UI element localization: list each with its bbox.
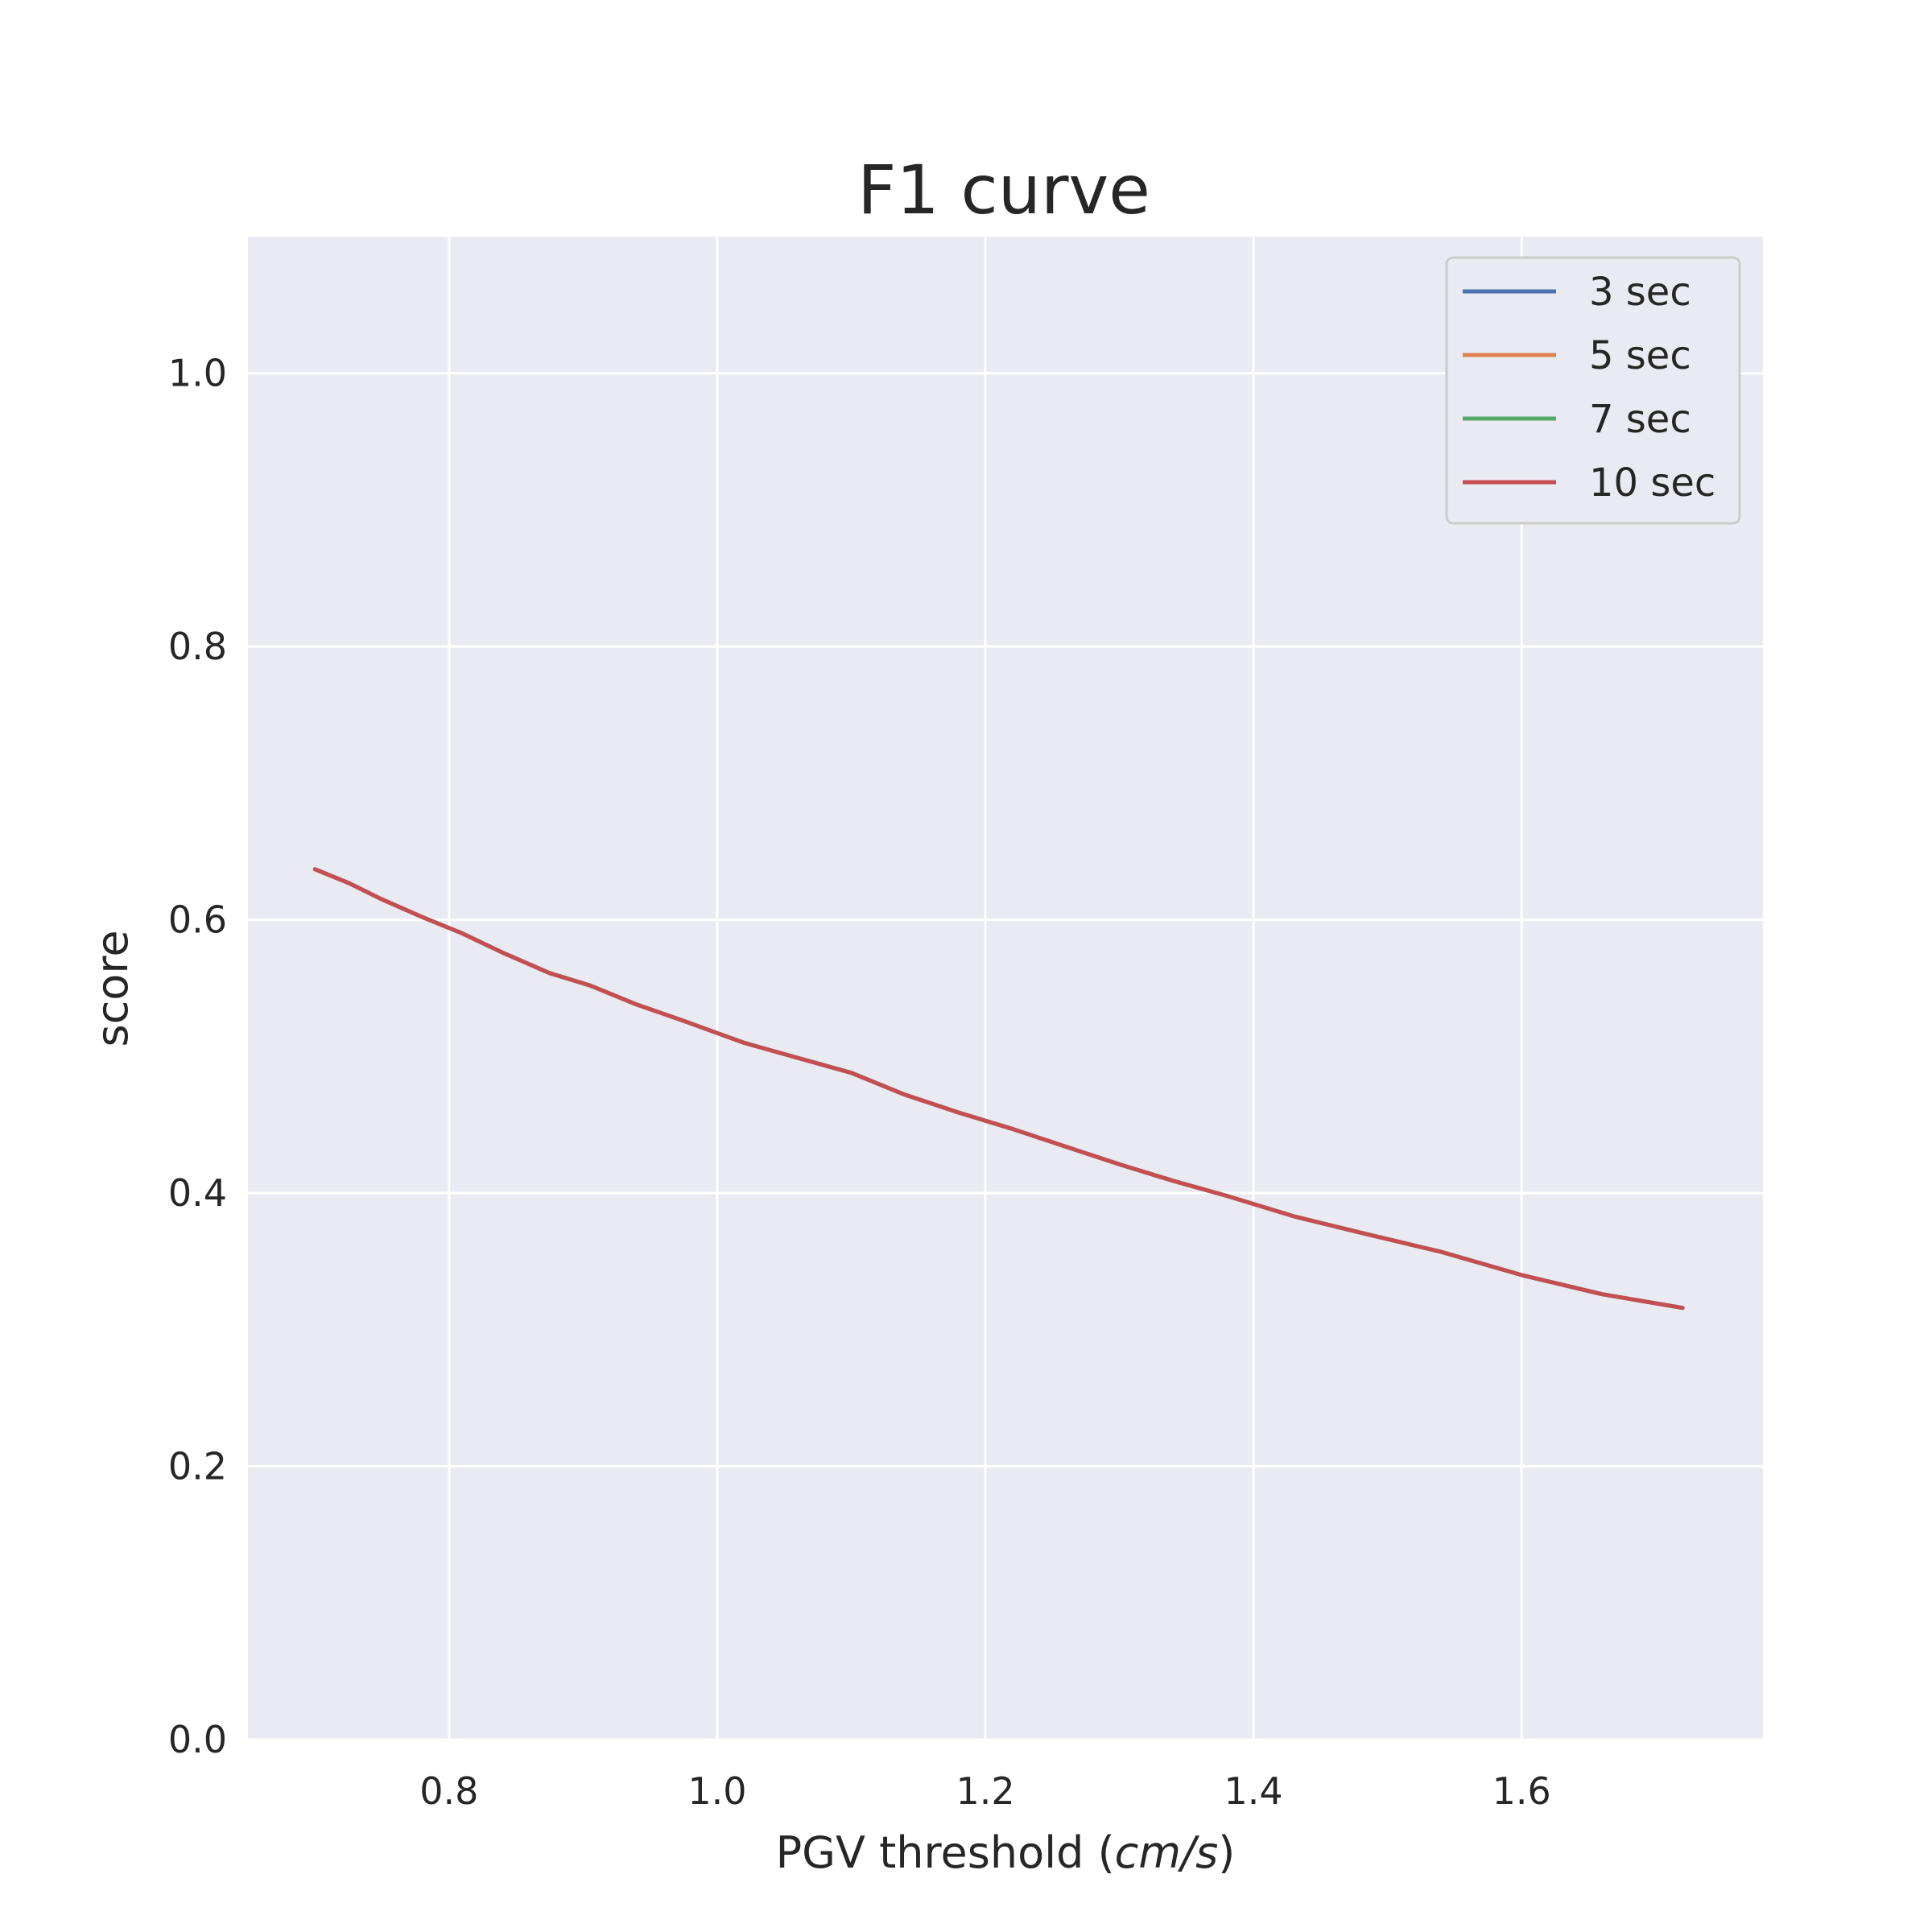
legend-label-10-sec: 10 sec — [1589, 460, 1715, 506]
x-tick-label: 1.6 — [1492, 1769, 1551, 1813]
x-axis-label: PGV threshold (cm/s) — [776, 1827, 1236, 1878]
x-tick-label: 0.8 — [419, 1769, 478, 1813]
x-tick-label: 1.2 — [956, 1769, 1014, 1813]
series-lines — [312, 867, 1685, 1311]
legend: 3 sec 5 sec 7 sec 10 sec — [1445, 256, 1741, 525]
chart-title: F1 curve — [857, 151, 1150, 229]
legend-label-3-sec: 3 sec — [1589, 270, 1691, 315]
y-tick-label: 0.0 — [168, 1718, 227, 1761]
y-tick-label: 0.4 — [168, 1171, 227, 1215]
legend-label-5-sec: 5 sec — [1589, 333, 1691, 378]
y-tick-label: 1.0 — [168, 352, 227, 395]
x-tick-label: 1.4 — [1224, 1769, 1283, 1813]
y-tick-label: 0.6 — [168, 898, 227, 942]
legend-box — [1445, 256, 1741, 525]
x-axis-label-main: PGV threshold ( — [776, 1827, 1115, 1878]
legend-label-7-sec: 7 sec — [1589, 397, 1691, 442]
x-axis-label-unit: cm/s — [1115, 1827, 1219, 1878]
legend-items: 3 sec 5 sec 7 sec 10 sec — [1463, 270, 1715, 506]
series-line-10-sec — [312, 867, 1685, 1311]
y-tick-label: 0.2 — [168, 1445, 227, 1488]
y-axis-label: score — [87, 930, 138, 1046]
x-tick-labels: 0.8 1.0 1.2 1.4 1.6 — [419, 1769, 1551, 1813]
x-axis-label-close: ) — [1218, 1827, 1235, 1878]
y-tick-label: 0.8 — [168, 625, 227, 668]
x-tick-label: 1.0 — [687, 1769, 746, 1813]
y-tick-labels: 0.0 0.2 0.4 0.6 0.8 1.0 — [168, 352, 227, 1761]
